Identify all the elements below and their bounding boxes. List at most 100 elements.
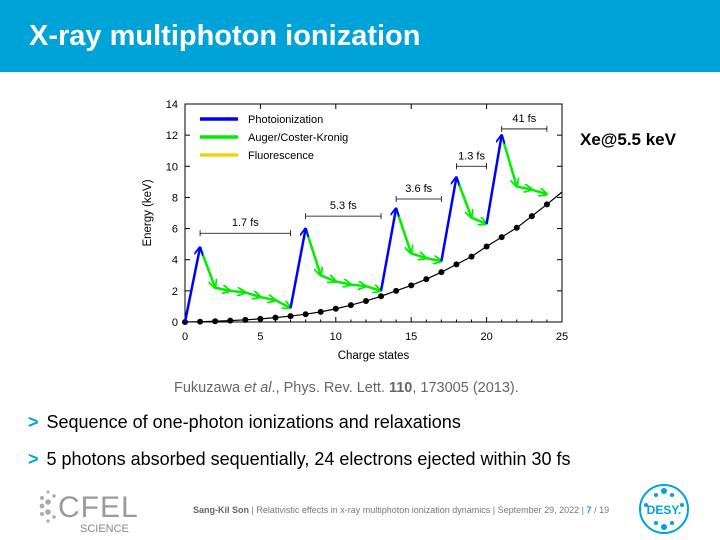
ref-journal: ., Phys. Rev. Lett. [271, 380, 389, 396]
auger-arrow [426, 258, 441, 261]
y-tick-label: 12 [166, 130, 178, 142]
ground-energy-point [453, 261, 460, 268]
cfel-science: SCIENCE [80, 523, 129, 535]
footer-total: / 19 [594, 505, 610, 515]
x-tick-label: 25 [556, 331, 568, 343]
ref-etal: et al [244, 380, 272, 396]
bullet-text: 5 photons absorbed sequentially, 24 elec… [46, 449, 571, 469]
ground-energy-point [543, 201, 550, 208]
y-tick-label: 6 [172, 224, 178, 236]
ground-energy-point [423, 276, 430, 283]
ref-rest: , 173005 (2013). [412, 380, 519, 396]
ground-energy-point [438, 269, 445, 276]
auger-arrow [394, 207, 411, 253]
ground-energy-point [528, 213, 535, 220]
y-tick-label: 0 [172, 317, 178, 329]
bullet-2: >5 photons absorbed sequentially, 24 ele… [28, 449, 571, 470]
auger-arrow [198, 246, 215, 287]
auger-arrow [304, 228, 321, 276]
x-tick-label: 0 [182, 331, 188, 343]
x-tick-label: 5 [257, 331, 263, 343]
auger-arrow [274, 299, 290, 308]
bullet-1: > Sequence of one-photon ionizations and … [28, 412, 461, 433]
legend-label: Fluorescence [248, 150, 314, 162]
ground-energy-point [227, 317, 234, 324]
ground-energy-point [498, 234, 505, 241]
bullet-marker: > [28, 449, 39, 469]
x-tick-label: 15 [405, 331, 417, 343]
reference: Fukuzawa et al., Phys. Rev. Lett. 110, 1… [174, 380, 519, 396]
auger-arrow [500, 134, 517, 186]
timing-label: 1.7 fs [232, 217, 259, 229]
ground-energy-point [362, 297, 369, 304]
ground-energy-point [257, 315, 264, 322]
ground-energy-point [287, 313, 294, 320]
auger-arrow [365, 286, 381, 291]
bullet-text: Sequence of one-photon ionizations and r… [46, 412, 461, 432]
auger-arrow [516, 187, 532, 190]
ground-energy-point [197, 318, 204, 325]
title-bar: X-ray multiphoton ionization [0, 0, 720, 72]
auger-arrow [320, 274, 336, 281]
ground-energy-point [272, 314, 279, 321]
photoionization-arrow [183, 247, 200, 323]
desy-wordmark: DESY. [647, 503, 682, 517]
ground-energy-point [317, 308, 324, 315]
auger-arrow [244, 292, 260, 297]
footer-talk: | Relativistic effects in x-ray multipho… [251, 505, 585, 515]
ground-energy-point [302, 311, 309, 318]
cfel-wordmark: CFEL [58, 491, 139, 524]
photoionization-arrow [379, 208, 396, 292]
x-axis-label: Charge states [338, 350, 410, 362]
timing-label: 5.3 fs [330, 200, 357, 212]
footer-page: 7 [586, 505, 592, 515]
y-tick-label: 14 [166, 99, 178, 111]
auger-arrow [531, 190, 547, 195]
y-axis-label: Energy (keV) [142, 179, 154, 246]
ground-energy-point [513, 224, 520, 231]
auger-arrow [455, 176, 471, 217]
ground-energy-point [242, 316, 249, 323]
footer-author: Sang-Kil Son [193, 505, 249, 515]
ground-energy-point [408, 282, 415, 289]
auger-arrow [471, 216, 487, 224]
ground-energy-point [468, 253, 475, 260]
photoionization-arrow [289, 229, 306, 309]
auger-arrow [350, 285, 366, 287]
cfel-logo: CFEL SCIENCE [39, 490, 139, 535]
plot-frame [184, 103, 563, 323]
legend-label: Photoionization [248, 114, 323, 126]
photoionization-arrow [440, 177, 456, 262]
auger-arrow [230, 291, 245, 293]
footer: Sang-Kil Son | Relativistic effects in x… [193, 505, 609, 515]
x-tick-label: 20 [480, 331, 492, 343]
legend-label: Auger/Coster-Kronig [248, 132, 348, 144]
ground-energy-point [347, 302, 354, 309]
auger-arrow [335, 282, 351, 285]
ref-authors: Fukuzawa [174, 380, 245, 396]
y-tick-label: 4 [172, 255, 178, 267]
auger-arrow [260, 297, 275, 300]
y-tick-label: 8 [172, 192, 178, 204]
timing-label: 3.6 fs [405, 183, 432, 195]
y-tick-label: 10 [166, 161, 178, 173]
ground-energy-line [184, 191, 563, 323]
desy-logo: DESY. [639, 484, 689, 534]
slide-title: X-ray multiphoton ionization [29, 20, 421, 52]
ground-energy-point [332, 305, 339, 312]
target-label: Xe@5.5 keV [580, 130, 676, 149]
photoionization-arrow [485, 135, 502, 225]
bullet-marker: > [28, 412, 39, 432]
x-tick-label: 10 [330, 331, 342, 343]
ground-energy-point [483, 243, 490, 250]
auger-arrow [214, 288, 230, 291]
ref-volume: 110 [388, 380, 413, 396]
y-tick-label: 2 [172, 286, 178, 298]
ground-energy-point [393, 287, 400, 294]
timing-label: 41 fs [512, 113, 536, 125]
timing-label: 1.3 fs [458, 150, 485, 162]
auger-arrow [410, 253, 426, 258]
ground-energy-point [212, 318, 219, 325]
ground-energy-point [378, 293, 385, 300]
